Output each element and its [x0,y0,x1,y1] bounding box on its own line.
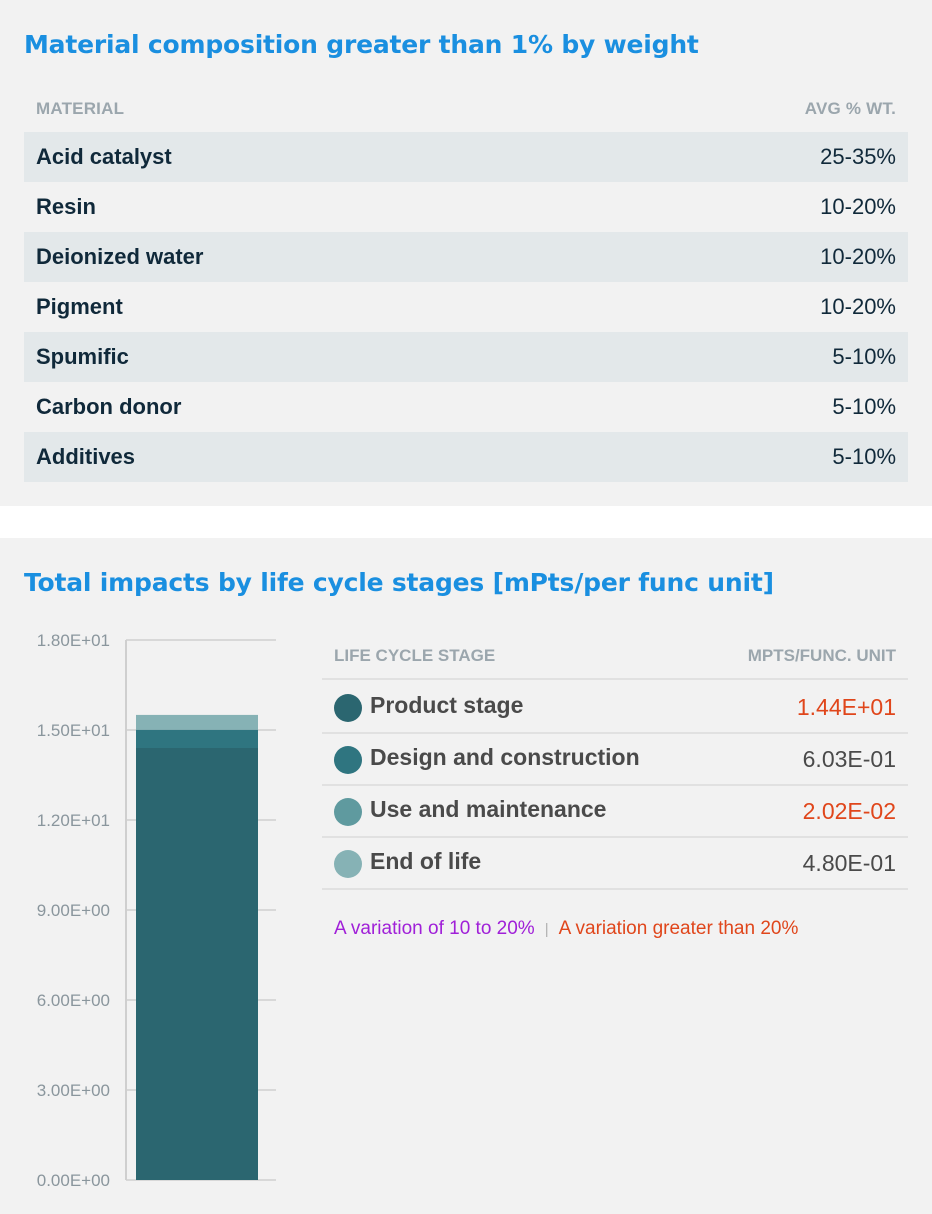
stage-value: 2.02E-02 [802,798,896,824]
material-name: Spumific [36,344,129,369]
legend-swatch [334,746,362,774]
material-weight: 25-35% [820,144,896,169]
note-red: A variation greater than 20% [558,918,799,939]
material-weight: 5-10% [832,444,896,469]
stage-value: 1.44E+01 [796,694,896,720]
bar-segment [136,748,258,1180]
y-tick-label: 9.00E+00 [37,901,110,920]
stage-row: End of life 4.80E-01 [322,838,908,890]
value-column-header: MPTS/FUNC. UNIT [747,646,896,665]
table-row: Carbon donor 5-10% [24,382,908,432]
variation-notes: A variation of 10 to 20% | A variation gre… [334,918,798,940]
table-row: Acid catalyst 25-35% [24,132,908,182]
material-section-title: Material composition greater than 1% by … [24,30,699,59]
material-column-header: MATERIAL [36,99,125,118]
y-tick-label: 1.50E+01 [37,721,110,740]
weight-column-header: AVG % WT. [804,99,896,118]
note-purple: A variation of 10 to 20% [334,918,535,939]
y-tick-label: 1.80E+01 [37,631,110,650]
material-weight: 10-20% [820,244,896,269]
stacked-bar-chart: 0.00E+00 3.00E+00 6.00E+00 9.00E+00 1.20E+01… [37,631,276,1190]
material-name: Acid catalyst [36,144,172,169]
stage-table-header: LIFE CYCLE STAGE MPTS/FUNC. UNIT [322,642,908,680]
material-weight: 10-20% [820,294,896,319]
y-tick-label: 1.20E+01 [37,811,110,830]
stage-name: Design and construction [370,744,640,770]
impacts-panel: Total impacts by life cycle stages [mPts… [0,538,932,1214]
material-name: Pigment [36,294,123,319]
stage-row: Product stage 1.44E+01 [322,682,908,734]
material-composition-panel: Material composition greater than 1% by … [0,0,932,506]
table-row: Additives 5-10% [24,432,908,482]
table-row: Deionized water 10-20% [24,232,908,282]
material-name: Deionized water [36,244,204,269]
material-name: Additives [36,444,136,469]
legend-swatch [334,798,362,826]
stage-name: Use and maintenance [370,796,607,822]
table-row: Pigment 10-20% [24,282,908,332]
legend-swatch [334,850,362,878]
note-separator: | [544,921,549,938]
impacts-section-title: Total impacts by life cycle stages [mPts… [24,568,774,597]
legend-swatch [334,694,362,722]
material-name: Resin [36,194,96,219]
bar-segment [136,729,258,730]
material-weight: 5-10% [832,344,896,369]
material-weight: 5-10% [832,394,896,419]
material-table-header: MATERIAL AVG % WT. [24,97,908,123]
bar-segment [136,714,258,730]
material-table: Acid catalyst 25-35% Resin 10-20% Deioni… [24,132,908,482]
stage-value: 4.80E-01 [802,850,896,876]
table-row: Resin 10-20% [24,182,908,232]
table-row: Spumific 5-10% [24,332,908,382]
stage-column-header: LIFE CYCLE STAGE [334,646,496,665]
y-tick-label: 3.00E+00 [37,1081,110,1100]
stage-name: End of life [370,848,482,874]
material-weight: 10-20% [820,194,896,219]
stage-row: Use and maintenance 2.02E-02 [322,786,908,838]
y-tick-label: 6.00E+00 [37,991,110,1010]
stage-name: Product stage [370,692,524,718]
stage-row: Design and construction 6.03E-01 [322,734,908,786]
material-name: Carbon donor [36,394,182,419]
stage-value: 6.03E-01 [802,746,896,772]
bar-segment [136,729,258,748]
stage-table: Product stage 1.44E+01 Design and constr… [322,682,908,890]
y-tick-label: 0.00E+00 [37,1171,110,1190]
